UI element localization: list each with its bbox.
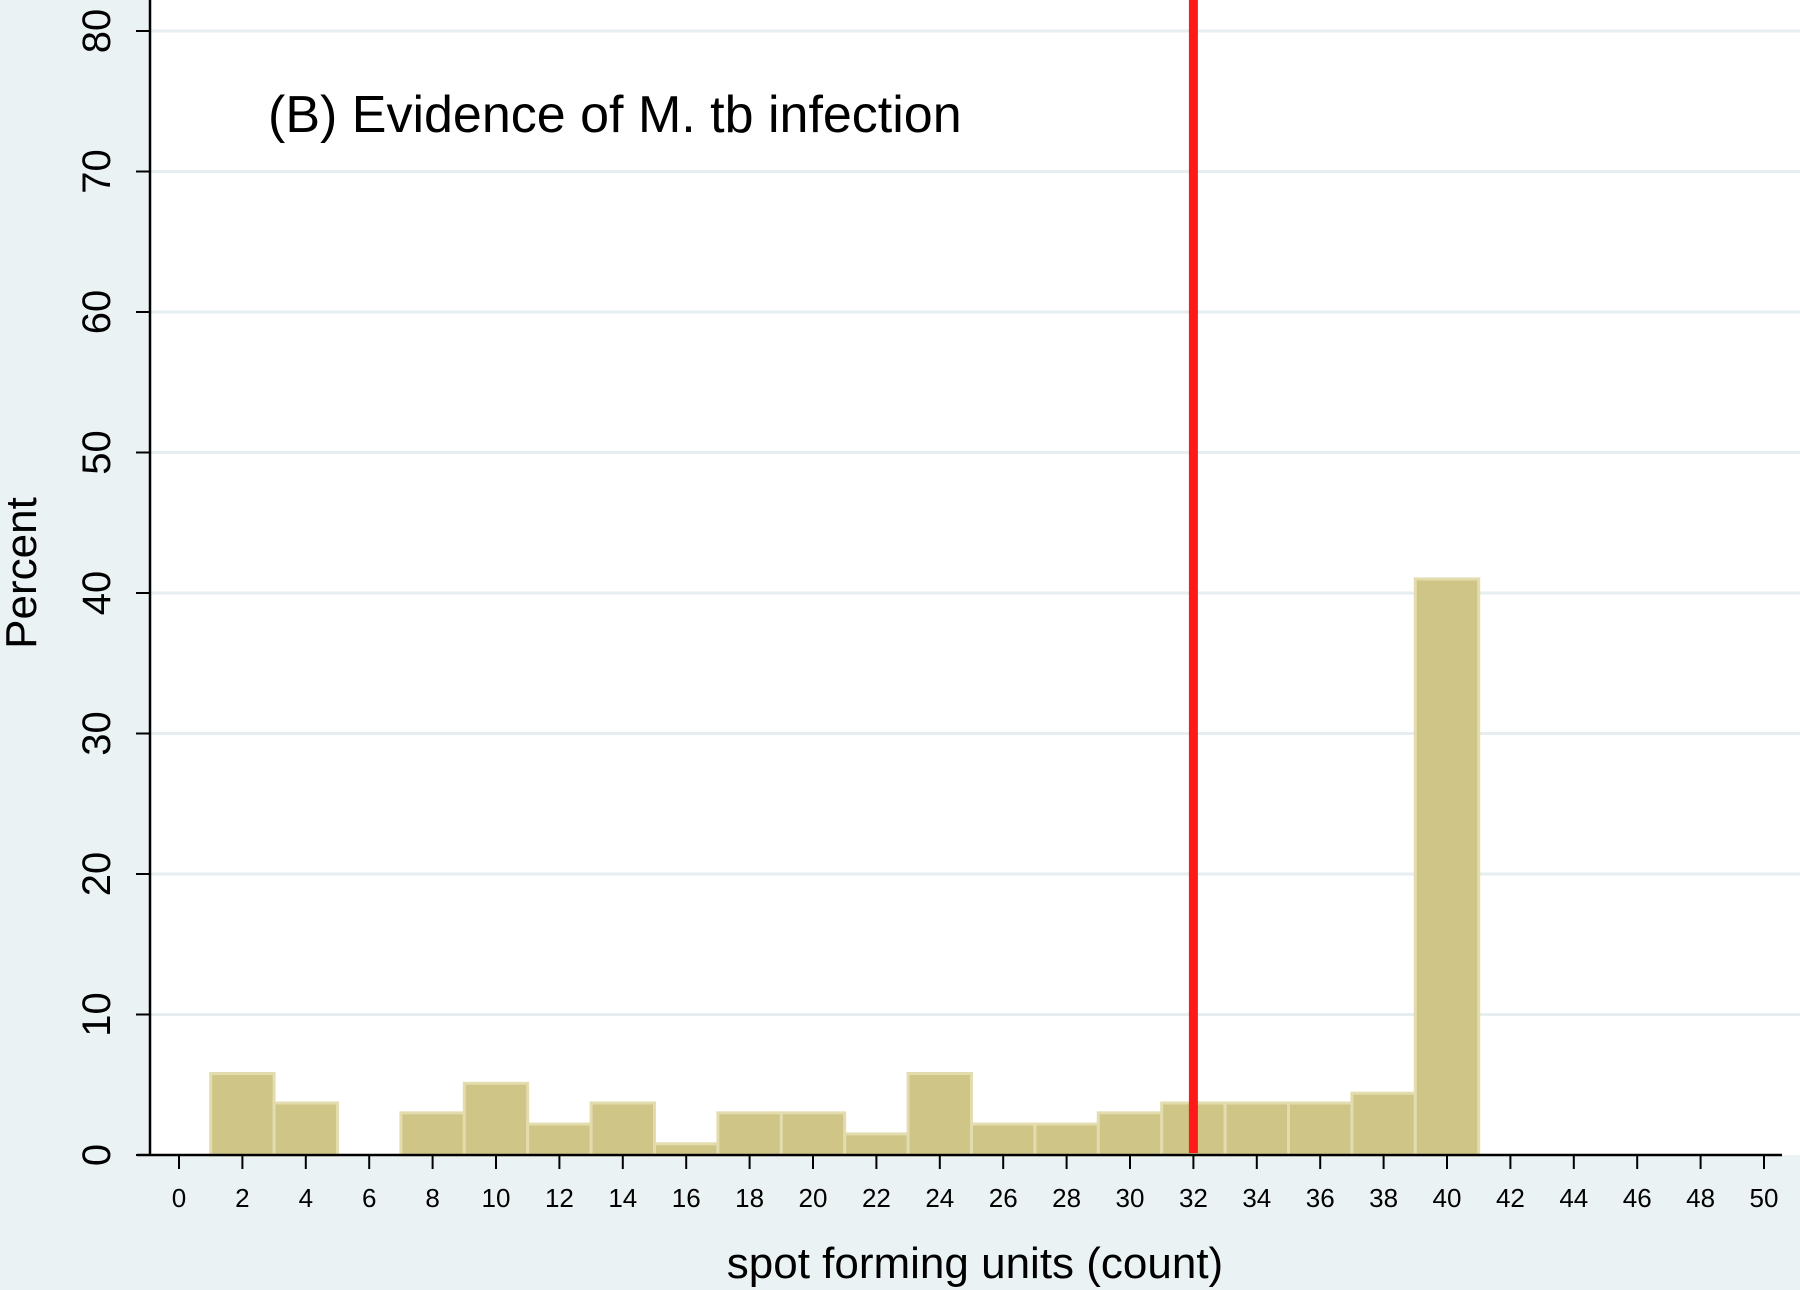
x-tick-label-0: 0 <box>172 1183 186 1213</box>
x-tick-label-4: 4 <box>299 1183 313 1213</box>
histogram-bar-22 <box>843 1132 910 1157</box>
x-tick-label-32: 32 <box>1179 1183 1208 1213</box>
histogram-bar-10 <box>462 1081 530 1157</box>
histogram-bar-24 <box>906 1072 973 1157</box>
histogram-bar-14 <box>589 1101 656 1157</box>
y-tick-label-10: 10 <box>75 992 119 1037</box>
x-tick-label-36: 36 <box>1306 1183 1335 1213</box>
x-tick-label-40: 40 <box>1433 1183 1462 1213</box>
x-tick-label-10: 10 <box>482 1183 511 1213</box>
x-tick-label-46: 46 <box>1623 1183 1652 1213</box>
plot-area <box>150 0 1800 1155</box>
x-tick-label-44: 44 <box>1559 1183 1588 1213</box>
x-tick-label-12: 12 <box>545 1183 574 1213</box>
histogram-bar-26 <box>970 1122 1037 1157</box>
histogram-bar-40 <box>1413 577 1481 1157</box>
x-tick-label-22: 22 <box>862 1183 891 1213</box>
y-tick-label-50: 50 <box>75 430 119 475</box>
histogram-bars <box>209 577 1481 1157</box>
y-tick-label-30: 30 <box>75 711 119 756</box>
x-tick-label-48: 48 <box>1686 1183 1715 1213</box>
histogram-bar-16 <box>653 1142 720 1157</box>
histogram-bar-18 <box>716 1111 783 1157</box>
y-tick-label-80: 80 <box>75 9 119 54</box>
y-tick-label-20: 20 <box>75 852 119 897</box>
x-tick-label-16: 16 <box>672 1183 701 1213</box>
x-tick-label-18: 18 <box>735 1183 764 1213</box>
x-tick-label-26: 26 <box>989 1183 1018 1213</box>
chart-title: (B) Evidence of M. tb infection <box>268 86 962 144</box>
histogram-bar-38 <box>1350 1091 1417 1157</box>
x-tick-label-6: 6 <box>362 1183 376 1213</box>
y-tick-label-40: 40 <box>75 571 119 616</box>
gridlines <box>150 29 1800 1016</box>
x-tick-label-50: 50 <box>1750 1183 1779 1213</box>
y-axis-ticks: 0 10 20 30 40 50 60 70 80 <box>75 9 150 1166</box>
x-tick-label-34: 34 <box>1242 1183 1271 1213</box>
x-tick-label-20: 20 <box>799 1183 828 1213</box>
histogram-bar-36 <box>1287 1101 1354 1157</box>
y-tick-label-60: 60 <box>75 290 119 335</box>
axes <box>137 0 1782 1157</box>
histogram-bar-34 <box>1223 1101 1290 1157</box>
x-tick-label-30: 30 <box>1116 1183 1145 1213</box>
histogram-bar-2 <box>209 1072 276 1157</box>
histogram-bar-8 <box>399 1111 466 1157</box>
x-axis-ticks: 0 2 4 6 8 10 12 14 16 18 20 22 24 26 28 30 32 34 36 38 40 42 4… <box>172 1155 1779 1213</box>
y-tick-label-0: 0 <box>75 1144 119 1166</box>
y-axis-label: Percent <box>0 497 46 649</box>
x-tick-label-24: 24 <box>925 1183 954 1213</box>
histogram-bar-12 <box>526 1122 593 1157</box>
histogram-bar-20 <box>779 1111 847 1157</box>
x-tick-label-14: 14 <box>608 1183 637 1213</box>
x-tick-label-28: 28 <box>1052 1183 1081 1213</box>
histogram-bar-30 <box>1096 1111 1164 1157</box>
histogram-bar-4 <box>272 1101 340 1157</box>
x-tick-label-42: 42 <box>1496 1183 1525 1213</box>
histogram-bar-28 <box>1033 1122 1100 1157</box>
x-axis-label: spot forming units (count) <box>727 1239 1223 1288</box>
x-tick-label-38: 38 <box>1369 1183 1398 1213</box>
x-tick-label-8: 8 <box>425 1183 439 1213</box>
x-tick-label-2: 2 <box>235 1183 249 1213</box>
y-tick-label-70: 70 <box>75 149 119 194</box>
